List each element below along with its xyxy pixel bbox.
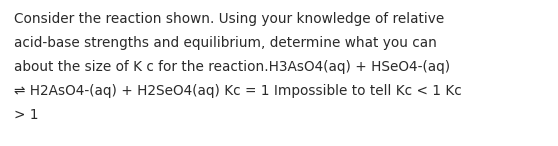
Text: > 1: > 1 — [14, 108, 39, 122]
Text: acid-base strengths and equilibrium, determine what you can: acid-base strengths and equilibrium, det… — [14, 36, 437, 50]
Text: about the size of K c for the reaction.H3AsO4(aq) + HSeO4-(aq): about the size of K c for the reaction.H… — [14, 60, 450, 74]
Text: ⇌ H2AsO4-(aq) + H2SeO4(aq) Kc = 1 Impossible to tell Kc < 1 Kc: ⇌ H2AsO4-(aq) + H2SeO4(aq) Kc = 1 Imposs… — [14, 84, 462, 98]
Text: Consider the reaction shown. Using your knowledge of relative: Consider the reaction shown. Using your … — [14, 12, 444, 26]
